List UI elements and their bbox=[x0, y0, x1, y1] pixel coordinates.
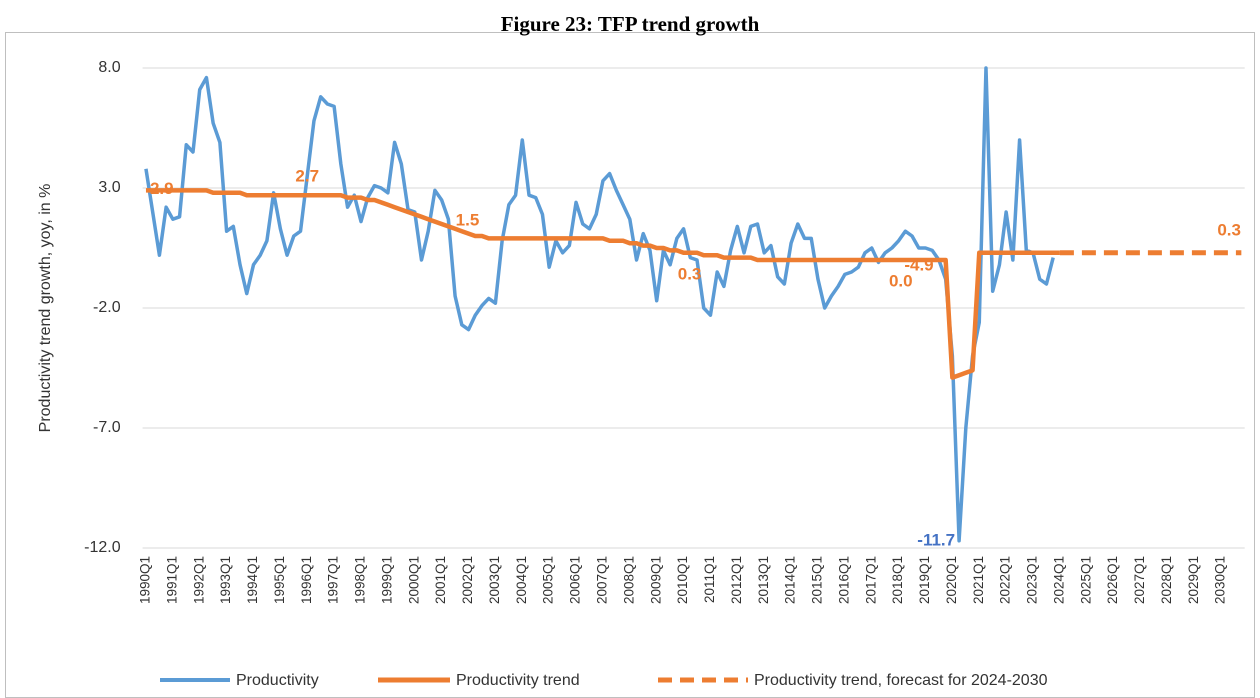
x-tick-label: 2017Q1 bbox=[863, 556, 878, 604]
x-tick-label: 2004Q1 bbox=[514, 556, 529, 604]
y-tick-label: -12.0 bbox=[84, 539, 121, 556]
x-tick-label: 2024Q1 bbox=[1051, 556, 1066, 604]
x-tick-label: 2015Q1 bbox=[810, 556, 825, 604]
x-tick-label: 1994Q1 bbox=[245, 556, 260, 604]
x-tick-label: 2016Q1 bbox=[836, 556, 851, 604]
x-tick-label: 2006Q1 bbox=[568, 556, 583, 604]
x-tick-label: 2008Q1 bbox=[621, 556, 636, 604]
x-tick-label: 2019Q1 bbox=[917, 556, 932, 604]
y-tick-label: 3.0 bbox=[98, 179, 120, 196]
x-tick-label: 2012Q1 bbox=[729, 556, 744, 604]
x-tick-label: 2025Q1 bbox=[1078, 556, 1093, 604]
data-label: -11.7 bbox=[917, 530, 955, 549]
x-tick-label: 2020Q1 bbox=[944, 556, 959, 604]
x-tick-label: 2030Q1 bbox=[1213, 556, 1228, 604]
x-tick-label: 1990Q1 bbox=[138, 556, 153, 604]
y-axis-title: Productivity trend growth, yoy, in % bbox=[37, 184, 54, 433]
x-tick-label: 1995Q1 bbox=[272, 556, 287, 604]
data-label: 0.3 bbox=[678, 264, 702, 283]
legend-label: Productivity trend bbox=[456, 672, 580, 689]
series-line bbox=[145, 188, 1060, 380]
x-tick-label: 2029Q1 bbox=[1186, 556, 1201, 604]
x-tick-label: 1998Q1 bbox=[353, 556, 368, 604]
x-tick-label: 2027Q1 bbox=[1132, 556, 1147, 604]
x-tick-label: 1992Q1 bbox=[191, 556, 206, 604]
chart-title: Figure 23: TFP trend growth bbox=[501, 12, 760, 36]
x-tick-label: 1993Q1 bbox=[218, 556, 233, 604]
x-tick-label: 2026Q1 bbox=[1105, 556, 1120, 604]
y-tick-label: -7.0 bbox=[93, 419, 121, 436]
x-tick-label: 2021Q1 bbox=[971, 556, 986, 604]
legend-label: Productivity bbox=[236, 672, 319, 689]
x-tick-label: 2014Q1 bbox=[783, 556, 798, 604]
x-tick-label: 1991Q1 bbox=[164, 556, 179, 604]
x-tick-label: 1997Q1 bbox=[326, 556, 341, 604]
x-tick-label: 2003Q1 bbox=[487, 556, 502, 604]
x-tick-label: 2022Q1 bbox=[998, 556, 1013, 604]
data-label: 2.9 bbox=[150, 179, 174, 198]
series-line bbox=[144, 66, 1055, 543]
x-tick-label: 2009Q1 bbox=[648, 556, 663, 604]
x-tick-label: 1996Q1 bbox=[299, 556, 314, 604]
x-tick-label: 2023Q1 bbox=[1025, 556, 1040, 604]
x-tick-label: 2013Q1 bbox=[756, 556, 771, 604]
x-tick-label: 2000Q1 bbox=[406, 556, 421, 604]
x-tick-label: 2028Q1 bbox=[1159, 556, 1174, 604]
y-tick-label: 8.0 bbox=[98, 59, 120, 76]
x-tick-label: 2005Q1 bbox=[541, 556, 556, 604]
data-label: -4.9 bbox=[904, 255, 933, 274]
x-tick-label: 2001Q1 bbox=[433, 556, 448, 604]
y-tick-label: -2.0 bbox=[93, 299, 121, 316]
data-label: 0.0 bbox=[889, 271, 913, 290]
data-label: 2.7 bbox=[295, 167, 319, 186]
legend-label: Productivity trend, forecast for 2024-20… bbox=[754, 672, 1048, 689]
x-tick-label: 2010Q1 bbox=[675, 556, 690, 604]
x-tick-label: 1999Q1 bbox=[379, 556, 394, 604]
x-tick-label: 2007Q1 bbox=[594, 556, 609, 604]
x-tick-label: 2018Q1 bbox=[890, 556, 905, 604]
x-tick-label: 2002Q1 bbox=[460, 556, 475, 604]
x-tick-label: 2011Q1 bbox=[702, 556, 717, 603]
data-label: 0.3 bbox=[1217, 220, 1241, 239]
data-label: 1.5 bbox=[456, 210, 480, 229]
